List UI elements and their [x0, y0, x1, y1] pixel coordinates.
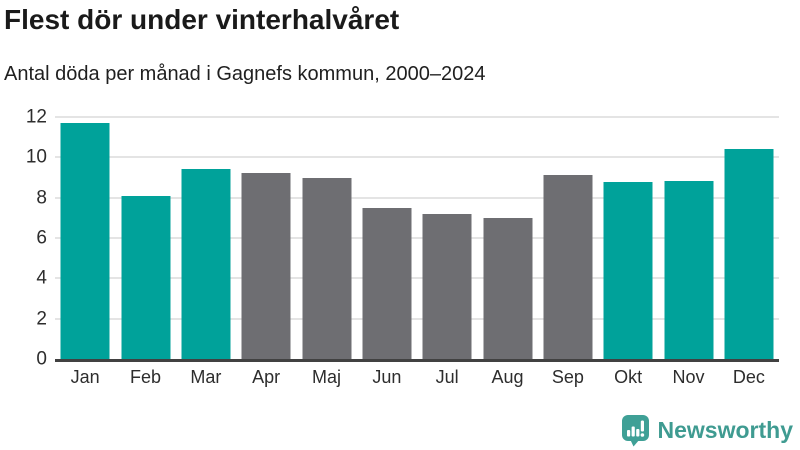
gridline	[55, 196, 779, 199]
chart-bar-mar	[181, 169, 231, 359]
newsworthy-logo-text: Newsworthy	[657, 417, 793, 443]
chart-bar-nov	[664, 180, 713, 359]
y-axis: 0 2 4 6 8 10 12	[0, 108, 47, 369]
chart-bar-maj	[302, 177, 351, 359]
chart-subtitle: Antal döda per månad i Gagnefs kommun, 2…	[4, 63, 486, 85]
gridline	[55, 277, 779, 280]
x-tick-label: Okt	[614, 367, 643, 387]
chart-bar-apr	[241, 173, 291, 359]
y-tick-label: 0	[36, 348, 47, 370]
chart-title: Flest dör under vinterhalvåret	[4, 4, 400, 35]
speech-bubble-shape	[621, 415, 649, 447]
chart-bar-feb	[121, 195, 170, 359]
gridline	[55, 156, 779, 159]
chart-bar-sep	[543, 175, 593, 359]
x-tick-label: Nov	[672, 367, 705, 387]
x-tick-label: Jul	[435, 367, 459, 387]
x-tick-label: Sep	[551, 367, 584, 387]
x-tick-label: Apr	[252, 367, 281, 387]
newsworthy-logo: Newsworthy	[621, 414, 793, 447]
gridline	[55, 116, 779, 118]
chart-bar-dec	[724, 149, 774, 359]
bar-chart-speech-bubble-icon	[621, 415, 649, 447]
chart-bar-aug	[483, 217, 532, 359]
chart-bar-jan	[60, 123, 110, 359]
chart-bar-okt	[603, 181, 653, 359]
x-tick-label: Mar	[190, 367, 222, 387]
y-tick-label: 10	[25, 146, 47, 168]
x-tick-label: Jun	[372, 367, 402, 387]
x-axis: Jan Feb Mar Apr Maj Jun Jul Aug Sep Okt Nov Dec	[55, 368, 779, 394]
bar-chart-plot-area	[55, 116, 779, 362]
mini-bars-glyph	[626, 420, 644, 437]
y-tick-label: 8	[36, 187, 47, 209]
x-tick-label: Dec	[732, 367, 765, 387]
gridline	[55, 317, 779, 320]
chart-bar-jun	[362, 207, 412, 359]
y-tick-label: 2	[36, 308, 47, 330]
x-tick-label: Jan	[70, 367, 100, 387]
x-tick-label: Aug	[491, 367, 524, 387]
y-tick-label: 12	[25, 106, 47, 128]
x-tick-label: Maj	[311, 367, 342, 387]
chart-bar-jul	[422, 213, 472, 359]
gridline	[55, 237, 779, 239]
x-tick-label: Feb	[129, 367, 162, 387]
y-tick-label: 6	[36, 227, 47, 249]
y-tick-label: 4	[36, 267, 47, 289]
